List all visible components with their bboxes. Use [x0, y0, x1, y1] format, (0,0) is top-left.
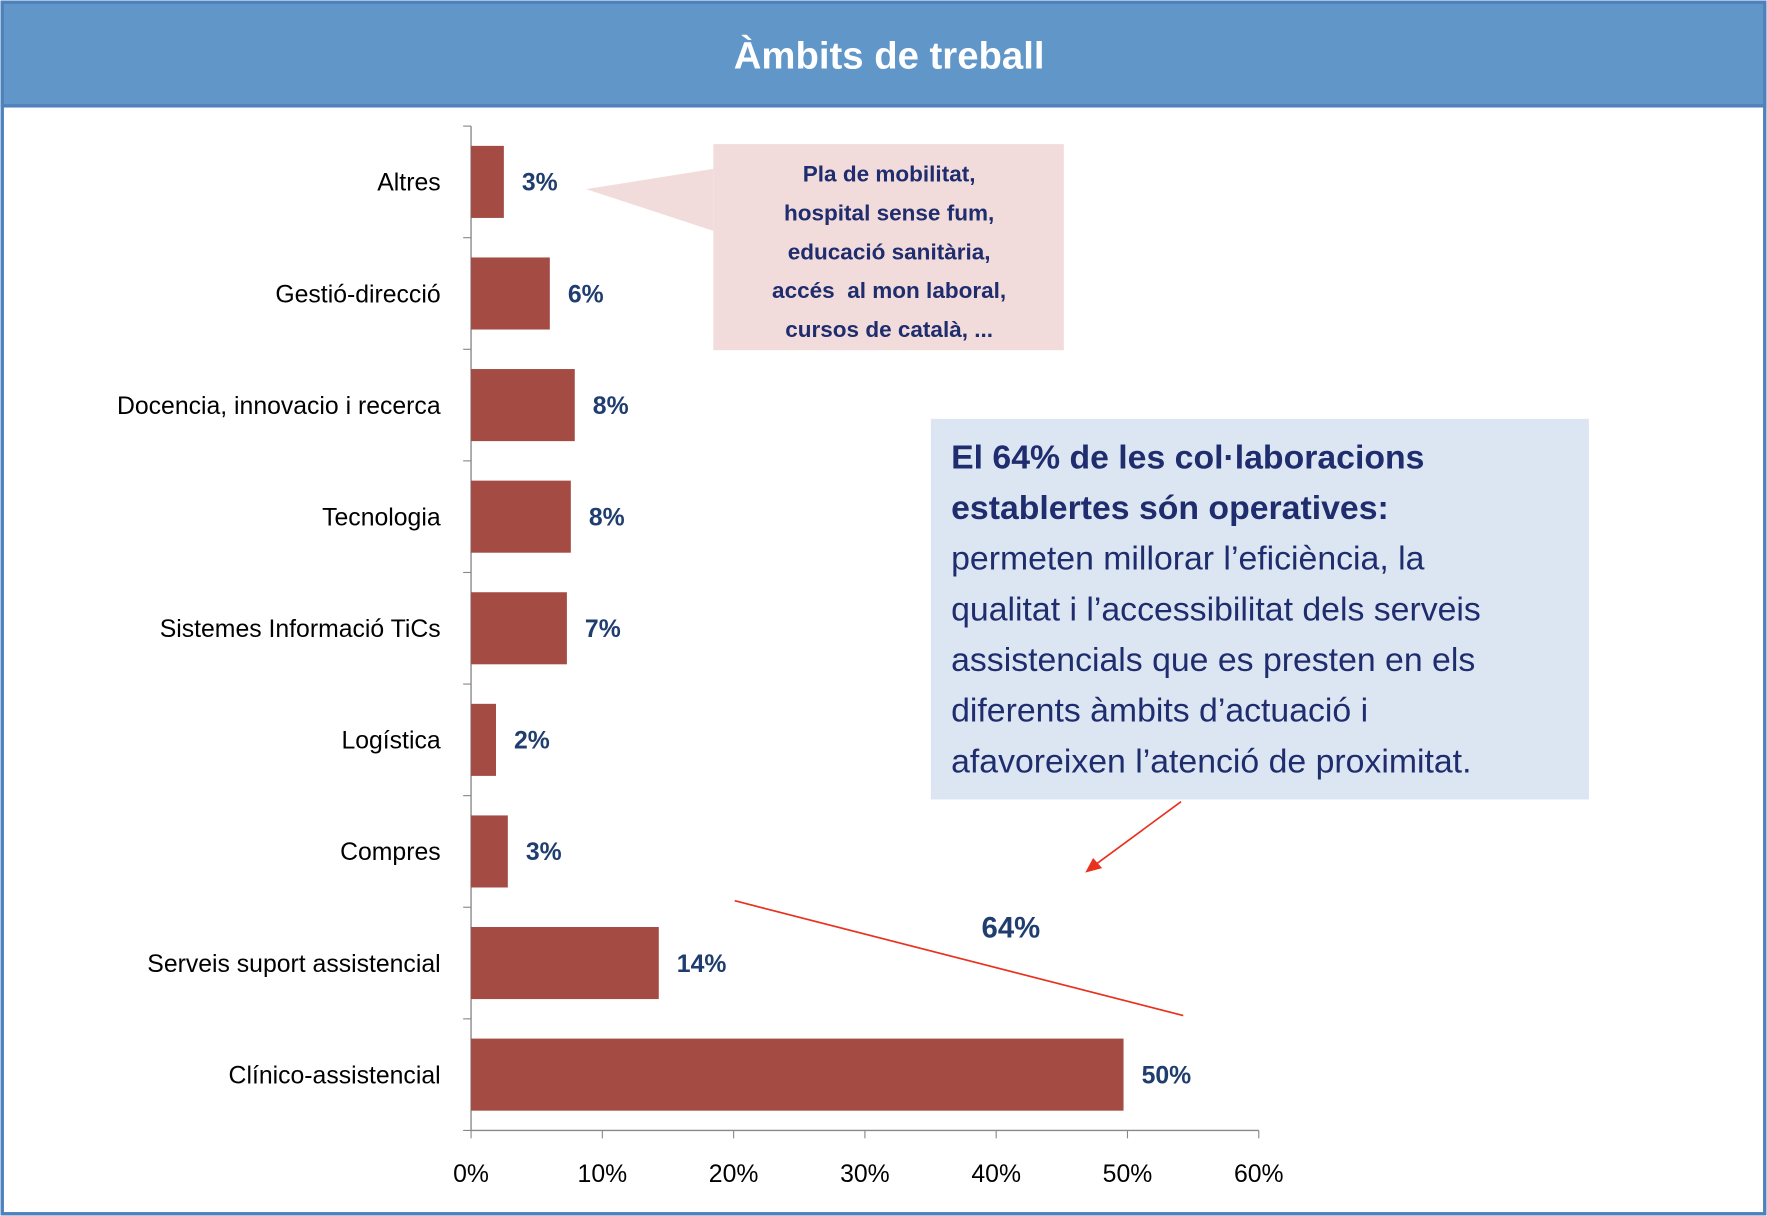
callout-text: accés al mon laboral,: [772, 278, 1006, 303]
bar: [471, 145, 504, 218]
bracket-label: 64%: [982, 912, 1041, 945]
callout-pointer: [585, 168, 714, 231]
x-tick-label: 30%: [840, 1161, 890, 1188]
y-tick-label: Clínico-assistencial: [229, 1062, 441, 1089]
data-label: 50%: [1142, 1062, 1192, 1089]
note-body: qualitat i l’accessibilitat dels serveis: [951, 590, 1481, 628]
data-label: 8%: [593, 393, 629, 420]
note-heading: El 64% de les col·laboracions: [951, 438, 1424, 476]
y-tick-label: Docencia, innovacio i recerca: [117, 393, 441, 420]
bar: [471, 703, 496, 776]
bar: [471, 480, 571, 553]
x-tick-label: 10%: [578, 1161, 628, 1188]
data-label: 3%: [522, 170, 558, 197]
callout-text: educació sanitària,: [788, 239, 991, 264]
y-tick-label: Sistemes Informació TiCs: [160, 616, 441, 643]
chart-title: Àmbits de treball: [734, 34, 1045, 78]
callout-text: hospital sense fum,: [784, 200, 994, 225]
y-tick-label: Compres: [340, 839, 441, 866]
data-label: 2%: [514, 728, 550, 755]
note-arrowhead: [1085, 857, 1103, 873]
y-tick-label: Logística: [341, 728, 440, 755]
data-label: 14%: [677, 951, 727, 978]
data-label: 6%: [568, 281, 604, 308]
bar: [471, 927, 659, 1000]
callout-text: cursos de català, ...: [785, 317, 993, 342]
x-tick-label: 60%: [1234, 1161, 1284, 1188]
data-label: 3%: [526, 839, 562, 866]
bar: [471, 815, 508, 888]
y-tick-label: Altres: [377, 170, 440, 197]
y-tick-label: Serveis suport assistencial: [147, 951, 440, 978]
note-body: assistencials que es presten en els: [951, 641, 1475, 679]
note-box: [930, 418, 1589, 800]
data-label: 8%: [589, 504, 625, 531]
note-body: diferents àmbits d’actuació i: [951, 692, 1368, 730]
title-bar: [0, 0, 1767, 108]
bracket-line: [734, 899, 1184, 1017]
data-label: 7%: [585, 616, 621, 643]
note-body: afavoreixen l’atenció de proximitat.: [951, 742, 1471, 780]
note-arrow: [1094, 800, 1182, 866]
x-tick-label: 40%: [971, 1161, 1021, 1188]
callout-box: [713, 144, 1064, 351]
x-tick-label: 20%: [709, 1161, 759, 1188]
x-tick-label: 0%: [453, 1161, 489, 1188]
bar: [471, 369, 575, 442]
bar: [471, 592, 567, 665]
note-body: permeten millorar l’eficiència, la: [951, 540, 1425, 578]
x-tick-label: 50%: [1103, 1161, 1153, 1188]
y-tick-label: Gestió-direcció: [275, 281, 440, 308]
bar: [471, 1038, 1124, 1111]
note-heading: establertes són operatives:: [951, 489, 1389, 527]
callout-text: Pla de mobilitat,: [803, 162, 976, 187]
y-tick-label: Tecnologia: [322, 504, 441, 531]
bar: [471, 257, 550, 330]
